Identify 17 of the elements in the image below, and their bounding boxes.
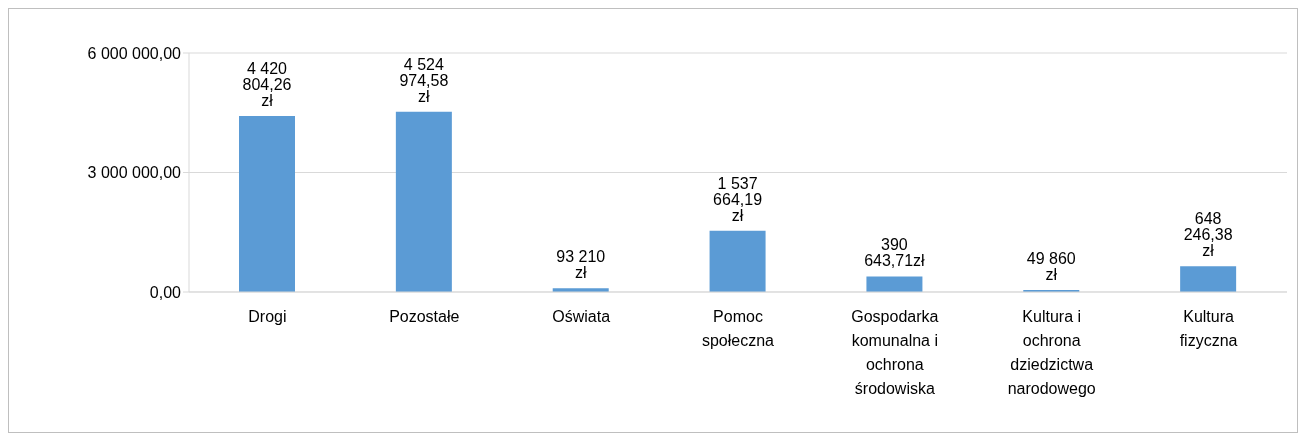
x-tick-label: Kultura i ochrona dziedzictwa narodowego <box>1007 308 1096 397</box>
y-tick-label: 0,00 <box>149 283 182 301</box>
data-label: 4 420 804,26 zł <box>242 59 292 109</box>
x-tick-label: Drogi <box>248 308 287 325</box>
y-tick-label: 6 000 000,00 <box>87 44 182 62</box>
data-label: 390 643,71zł <box>864 236 926 270</box>
data-label: 4 524 974,58 zł <box>399 55 449 105</box>
data-label: 49 860 zł <box>1026 250 1076 284</box>
x-tick-label: Kultura fizyczna <box>1179 308 1238 349</box>
x-tick-label: Oświata <box>552 308 611 325</box>
x-tick-label: Pomoc społeczna <box>701 308 775 349</box>
x-tick-label: Pozostałe <box>389 308 460 325</box>
data-label: 93 210 zł <box>556 248 606 282</box>
x-tick-label: Gospodarka komunalna i ochrona środowiska <box>851 308 939 397</box>
y-tick-label: 3 000 000,00 <box>87 164 182 182</box>
data-label: 1 537 664,19 zł <box>713 174 763 224</box>
data-label: 648 246,38 zł <box>1183 210 1233 260</box>
